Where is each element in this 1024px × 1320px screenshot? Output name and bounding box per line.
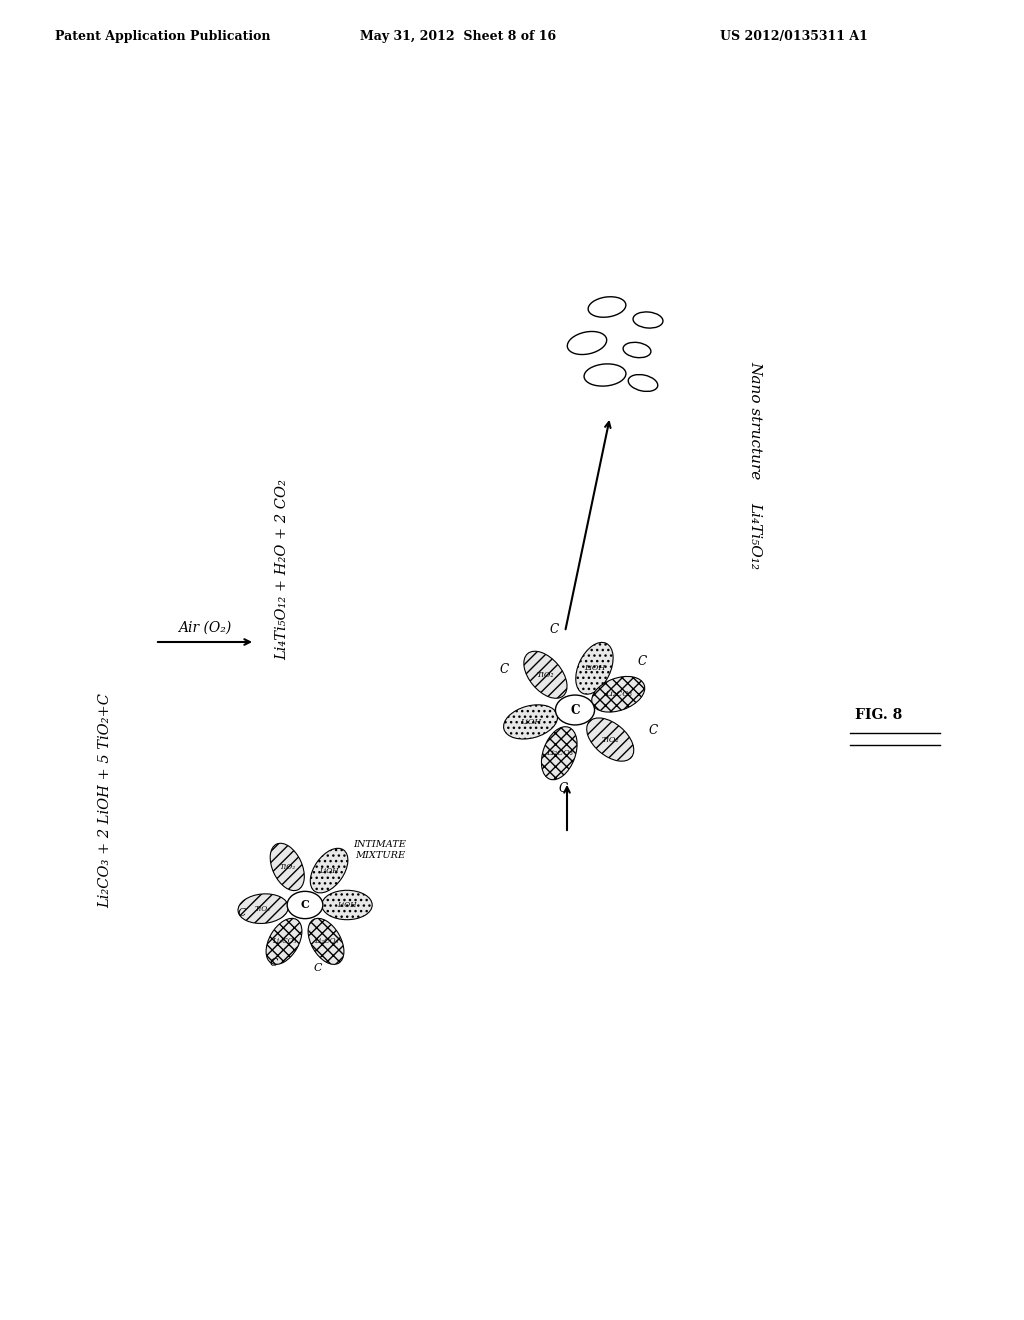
Ellipse shape (592, 676, 645, 711)
Text: Li₄Ti₅O₁₂ + H₂O + 2 CO₂: Li₄Ti₅O₁₂ + H₂O + 2 CO₂ (275, 479, 289, 660)
Ellipse shape (555, 696, 595, 725)
Text: TiO₂: TiO₂ (255, 904, 271, 912)
Text: Li₂CO₃: Li₂CO₃ (546, 750, 572, 758)
Ellipse shape (629, 375, 657, 392)
Ellipse shape (587, 718, 634, 762)
Ellipse shape (504, 705, 557, 739)
Text: C: C (637, 655, 646, 668)
Text: Li₄Ti₅O₁₂: Li₄Ti₅O₁₂ (748, 502, 762, 569)
Text: C: C (550, 623, 559, 636)
Text: TiO₂: TiO₂ (537, 671, 554, 678)
Ellipse shape (238, 894, 289, 924)
Text: Li₂CO₃: Li₂CO₃ (271, 937, 296, 945)
Ellipse shape (633, 312, 663, 329)
Ellipse shape (266, 919, 302, 965)
Text: C: C (313, 964, 322, 973)
Text: C: C (238, 908, 246, 919)
Text: TiO₂: TiO₂ (601, 735, 620, 743)
Ellipse shape (322, 890, 372, 920)
Text: C: C (570, 704, 580, 717)
Text: LiOH: LiOH (584, 664, 605, 672)
Text: C: C (648, 725, 657, 737)
Ellipse shape (310, 849, 348, 892)
Text: C: C (499, 663, 508, 676)
Text: LiOH: LiOH (520, 718, 542, 726)
Text: LiOH: LiOH (337, 902, 356, 909)
Ellipse shape (287, 891, 323, 919)
Text: TiO₂: TiO₂ (280, 863, 295, 871)
Ellipse shape (308, 919, 344, 965)
Ellipse shape (575, 643, 613, 694)
Text: LiOH: LiOH (319, 867, 339, 875)
Text: INTIMATE
MIXTURE: INTIMATE MIXTURE (353, 840, 407, 861)
Text: C: C (269, 958, 278, 968)
Text: US 2012/0135311 A1: US 2012/0135311 A1 (720, 30, 868, 44)
Ellipse shape (524, 651, 567, 698)
Ellipse shape (567, 331, 606, 355)
Text: Li₂CO₃: Li₂CO₃ (605, 690, 632, 698)
Ellipse shape (542, 727, 578, 780)
Text: Air (O₂): Air (O₂) (178, 620, 231, 635)
Text: Nano structure: Nano structure (748, 360, 762, 479)
Text: May 31, 2012  Sheet 8 of 16: May 31, 2012 Sheet 8 of 16 (360, 30, 556, 44)
Ellipse shape (588, 297, 626, 317)
Text: Li₂CO₃: Li₂CO₃ (313, 937, 338, 945)
Text: FIG. 8: FIG. 8 (855, 708, 902, 722)
Text: C: C (559, 781, 568, 795)
Ellipse shape (623, 342, 651, 358)
Text: C: C (301, 899, 309, 911)
Text: Patent Application Publication: Patent Application Publication (55, 30, 270, 44)
Ellipse shape (584, 364, 626, 387)
Ellipse shape (270, 843, 304, 891)
Text: Li₂CO₃ + 2 LiOH + 5 TiO₂+C: Li₂CO₃ + 2 LiOH + 5 TiO₂+C (98, 693, 112, 908)
